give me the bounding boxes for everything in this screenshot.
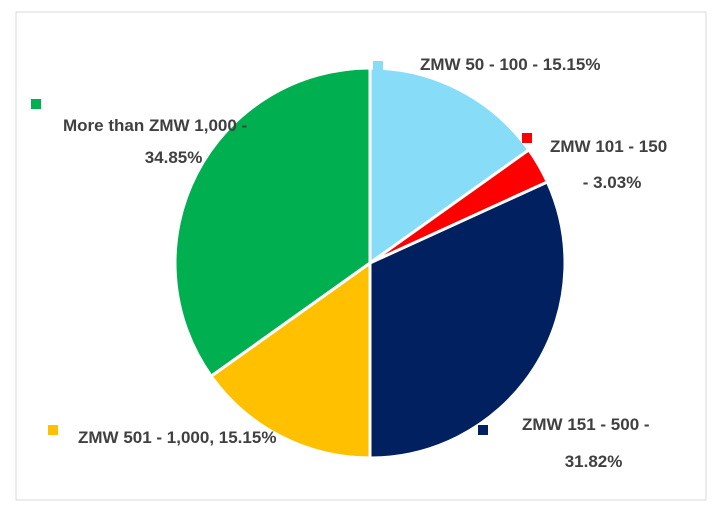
data-label-line: ZMW 50 - 100 - 15.15% [420, 55, 600, 74]
legend-marker [373, 61, 383, 71]
legend-marker [31, 99, 41, 109]
data-label: ZMW 50 - 100 - 15.15% [420, 55, 600, 74]
data-label-line: ZMW 101 - 150 [550, 137, 667, 156]
pie-slice [368, 179, 567, 460]
data-label-line: ZMW 501 - 1,000, 15.15% [78, 428, 276, 447]
legend-marker [478, 425, 488, 435]
data-label: ZMW 151 - 500 - 31.82% [522, 415, 650, 471]
data-label: ZMW 501 - 1,000, 15.15% [78, 428, 276, 447]
legend-marker [48, 425, 58, 435]
data-label-line: More than ZMW 1,000 - [63, 116, 247, 135]
pie-slice [209, 260, 372, 460]
data-label-line: - 3.03% [578, 173, 641, 192]
data-label: More than ZMW 1,000 - 34.85% [63, 116, 247, 167]
data-label-line: 34.85% [140, 148, 202, 167]
pie-slice [368, 66, 531, 266]
data-label: ZMW 101 - 150 - 3.03% [550, 137, 667, 192]
pie-slice [173, 66, 372, 379]
legend-marker [522, 133, 532, 143]
data-label-line: 31.82% [560, 452, 622, 471]
data-label-line: ZMW 151 - 500 - [522, 415, 650, 434]
